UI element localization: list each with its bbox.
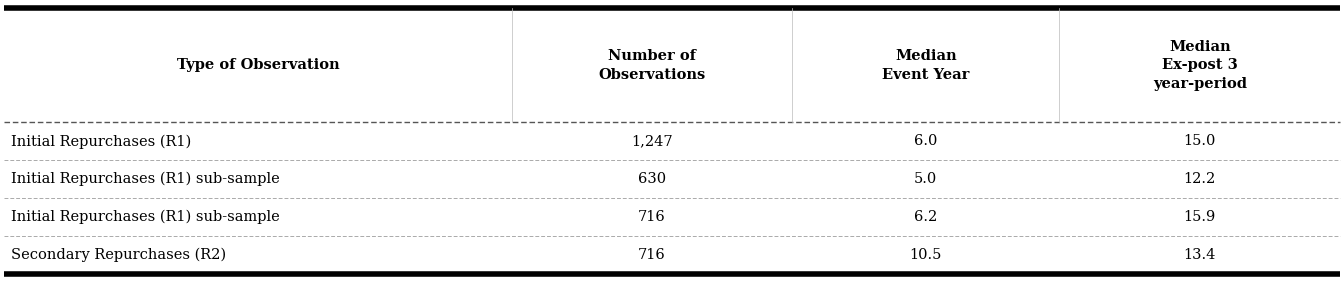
Text: 5.0: 5.0: [914, 172, 938, 186]
Text: Initial Repurchases (R1) sub-sample: Initial Repurchases (R1) sub-sample: [11, 172, 280, 186]
Bar: [4, 8, 1340, 122]
Text: 630: 630: [638, 172, 667, 186]
Text: 10.5: 10.5: [910, 248, 942, 262]
Text: Median
Ex-post 3
year-period: Median Ex-post 3 year-period: [1153, 40, 1247, 91]
Text: 716: 716: [638, 210, 665, 224]
Text: 12.2: 12.2: [1184, 172, 1216, 186]
Text: Secondary Repurchases (R2): Secondary Repurchases (R2): [11, 248, 226, 262]
Text: Initial Repurchases (R1): Initial Repurchases (R1): [11, 134, 191, 149]
Text: 15.9: 15.9: [1184, 210, 1216, 224]
Text: Number of
Observations: Number of Observations: [598, 49, 706, 82]
Text: Type of Observation: Type of Observation: [176, 58, 339, 72]
Text: Initial Repurchases (R1) sub-sample: Initial Repurchases (R1) sub-sample: [11, 210, 280, 224]
Text: 15.0: 15.0: [1184, 134, 1216, 148]
Text: 6.0: 6.0: [914, 134, 938, 148]
Text: 1,247: 1,247: [632, 134, 673, 148]
Text: 13.4: 13.4: [1184, 248, 1216, 262]
Text: 6.2: 6.2: [914, 210, 938, 224]
Text: 716: 716: [638, 248, 665, 262]
Text: Median
Event Year: Median Event Year: [882, 49, 969, 82]
